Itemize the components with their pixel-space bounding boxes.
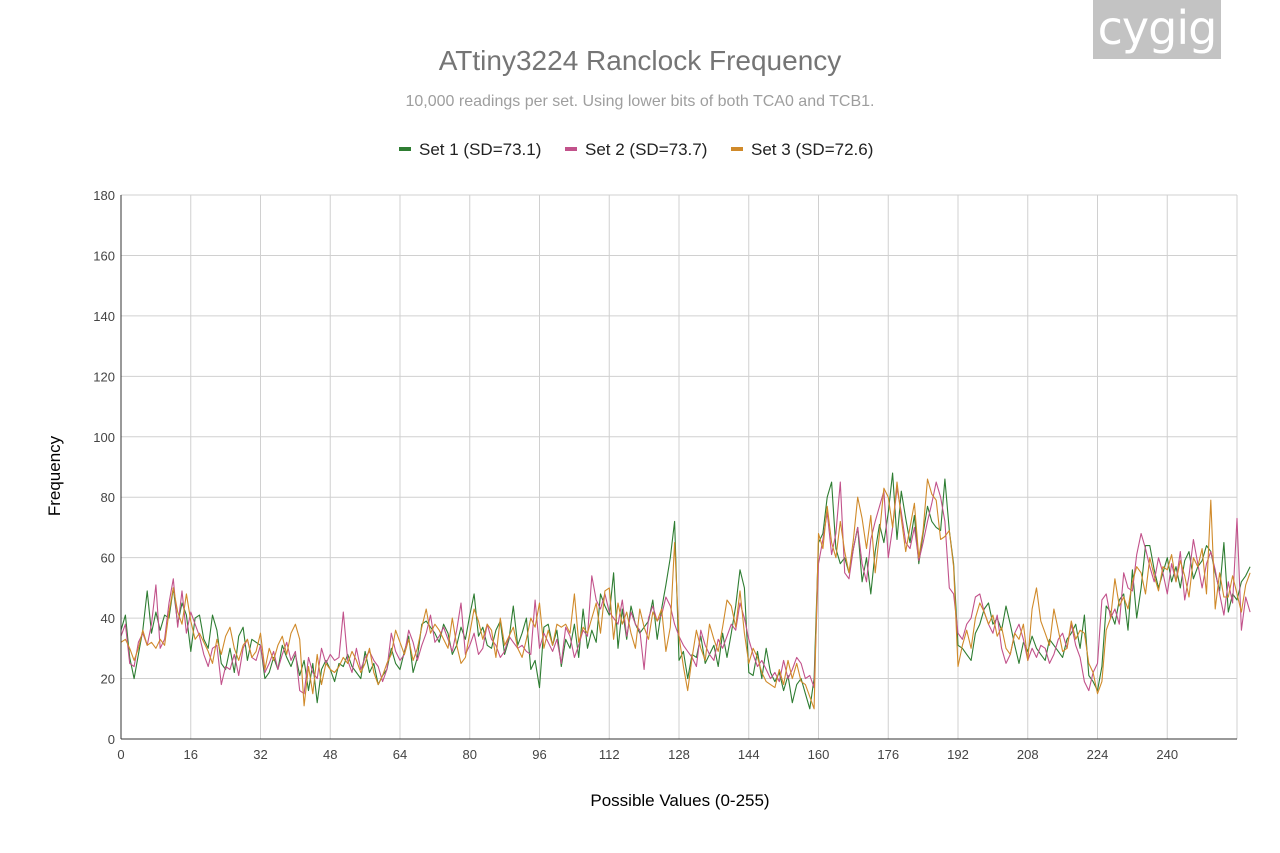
axes xyxy=(120,195,1237,740)
legend-swatch-set-1 xyxy=(399,147,411,151)
y-axis-ticks: 0 20 40 60 80 100 120 140 160 180 xyxy=(93,188,115,747)
y-axis-label: Frequency xyxy=(45,435,64,516)
x-tick-label: 96 xyxy=(532,747,546,762)
x-tick-label: 48 xyxy=(323,747,337,762)
series-line-set-3 xyxy=(120,478,1251,710)
legend-label-set-3: Set 3 (SD=72.6) xyxy=(751,140,873,159)
chart-subtitle: 10,000 readings per set. Using lower bit… xyxy=(405,93,874,110)
y-tick-label: 120 xyxy=(93,369,115,384)
series-line-set-2 xyxy=(120,481,1251,695)
y-tick-label: 80 xyxy=(101,490,115,505)
chart-legend: Set 1 (SD=73.1) Set 2 (SD=73.7) Set 3 (SD=… xyxy=(399,140,873,159)
series-lines xyxy=(120,472,1251,710)
x-tick-label: 112 xyxy=(599,747,620,762)
x-tick-label: 160 xyxy=(808,747,830,762)
cygig-watermark-logo: cygig xyxy=(1093,0,1221,59)
legend-label-set-2: Set 2 (SD=73.7) xyxy=(585,140,707,159)
x-tick-label: 144 xyxy=(738,747,760,762)
x-tick-label: 0 xyxy=(117,747,124,762)
legend-swatch-set-3 xyxy=(731,147,743,151)
y-tick-label: 0 xyxy=(108,732,115,747)
x-axis-label: Possible Values (0-255) xyxy=(590,791,769,810)
y-tick-label: 180 xyxy=(93,188,115,203)
x-tick-label: 192 xyxy=(947,747,969,762)
legend-swatch-set-2 xyxy=(565,147,577,151)
x-tick-label: 128 xyxy=(668,747,690,762)
x-tick-label: 208 xyxy=(1017,747,1039,762)
x-tick-label: 32 xyxy=(253,747,267,762)
x-tick-label: 16 xyxy=(184,747,198,762)
x-tick-label: 176 xyxy=(877,747,899,762)
y-tick-label: 100 xyxy=(93,430,115,445)
series-line-set-1 xyxy=(120,472,1251,710)
chart-title: ATtiny3224 Ranclock Frequency xyxy=(439,45,842,76)
y-tick-label: 20 xyxy=(101,672,115,687)
y-tick-label: 60 xyxy=(101,551,115,566)
legend-label-set-1: Set 1 (SD=73.1) xyxy=(419,140,541,159)
y-tick-label: 140 xyxy=(93,309,115,324)
x-tick-label: 224 xyxy=(1087,747,1109,762)
y-tick-label: 160 xyxy=(93,248,115,263)
y-tick-label: 40 xyxy=(101,611,115,626)
x-axis-ticks: 0 16 32 48 64 80 96 112 128 144 160 176 192 208 224 240 xyxy=(117,747,1178,762)
x-tick-label: 80 xyxy=(463,747,477,762)
x-tick-label: 240 xyxy=(1156,747,1178,762)
x-tick-label: 64 xyxy=(393,747,407,762)
